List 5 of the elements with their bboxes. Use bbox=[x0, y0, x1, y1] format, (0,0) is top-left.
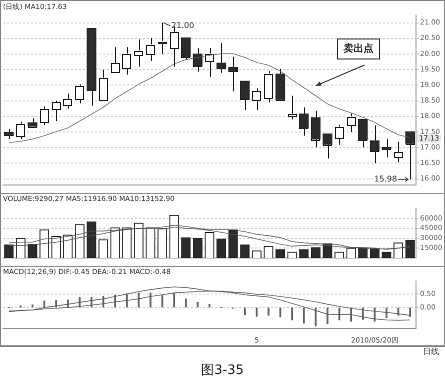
annotation: 卖出点 bbox=[344, 42, 374, 55]
text: 日线 bbox=[422, 347, 440, 357]
annotation: 15.98 bbox=[374, 174, 398, 184]
annotation: 21.00 bbox=[171, 20, 194, 30]
caption: 图3-35 bbox=[200, 363, 245, 379]
